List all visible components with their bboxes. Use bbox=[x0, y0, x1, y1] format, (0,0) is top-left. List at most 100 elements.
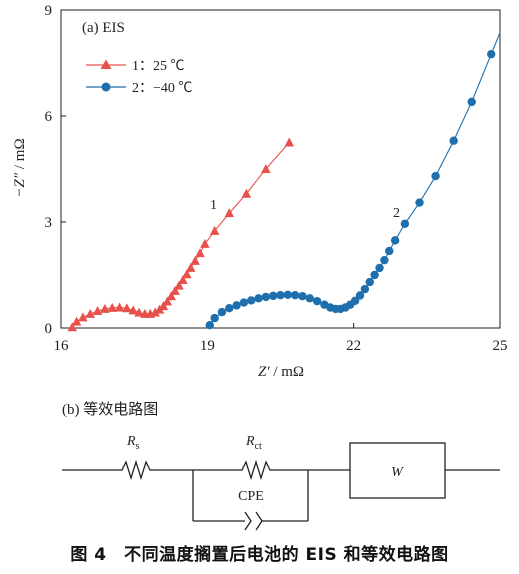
data-point-series-1 bbox=[128, 305, 138, 315]
data-point-series-2 bbox=[239, 298, 249, 307]
y-tick-label: 0 bbox=[45, 321, 53, 337]
data-point-series-2 bbox=[365, 277, 374, 287]
y-tick-label: 6 bbox=[45, 109, 53, 125]
x-axis-unit: / mΩ bbox=[270, 364, 304, 380]
data-point-series-1 bbox=[185, 262, 196, 272]
rs-label-main: R bbox=[126, 434, 136, 449]
data-point-series-2 bbox=[385, 246, 394, 256]
data-point-series-1 bbox=[170, 285, 180, 295]
rs-label-sub: s bbox=[136, 441, 140, 452]
data-point-series-1 bbox=[85, 308, 96, 318]
rs-label: Rs bbox=[126, 434, 140, 452]
data-point-series-2 bbox=[247, 296, 256, 305]
legend-label-2: 2：−40 ℃ bbox=[132, 81, 192, 96]
data-point-series-2 bbox=[467, 97, 476, 107]
y-axis-title: −Z″ / mΩ bbox=[12, 138, 28, 197]
data-point-series-1 bbox=[166, 291, 176, 301]
data-point-series-2 bbox=[298, 292, 307, 301]
rct-label-main: R bbox=[245, 434, 255, 449]
data-point-series-1 bbox=[178, 274, 188, 284]
x-tick-label: 25 bbox=[493, 338, 508, 354]
data-point-series-1 bbox=[71, 316, 82, 326]
data-point-series-2 bbox=[276, 290, 285, 300]
data-point-series-2 bbox=[210, 313, 219, 323]
x-tick-label: 22 bbox=[346, 338, 361, 354]
data-point-series-1 bbox=[78, 312, 88, 322]
legend-label-1: 1：25 ℃ bbox=[132, 59, 185, 74]
data-point-series-1 bbox=[158, 301, 169, 311]
data-point-series-2 bbox=[217, 307, 227, 317]
data-point-series-1 bbox=[241, 188, 252, 198]
data-point-series-2 bbox=[254, 294, 263, 303]
data-point-series-2 bbox=[390, 236, 400, 245]
data-point-series-2 bbox=[360, 284, 370, 294]
data-point-series-1 bbox=[114, 302, 125, 312]
data-point-series-1 bbox=[122, 303, 132, 313]
data-point-series-2 bbox=[225, 304, 234, 313]
data-point-series-1 bbox=[162, 296, 173, 306]
panel-label: (a) EIS bbox=[82, 20, 125, 36]
x-tick-label: 19 bbox=[200, 338, 215, 354]
data-point-series-2 bbox=[375, 263, 384, 273]
data-point-series-2 bbox=[400, 219, 410, 228]
data-point-series-1 bbox=[67, 322, 77, 332]
legend-marker-2 bbox=[101, 82, 111, 92]
data-point-series-1 bbox=[134, 307, 144, 317]
circuit-label: (b) 等效电路图 bbox=[62, 400, 158, 418]
axis-ticks: 16 19 22 25 0 3 6 9 bbox=[45, 3, 508, 354]
y-tick-label: 3 bbox=[45, 215, 53, 231]
data-point-series-2 bbox=[380, 255, 389, 265]
rct-label: Rct bbox=[245, 434, 262, 452]
data-point-series-2 bbox=[355, 291, 365, 300]
data-point-series-2 bbox=[312, 296, 322, 306]
data-point-series-2 bbox=[350, 296, 360, 305]
curve-annotation-1: 1 bbox=[210, 198, 217, 213]
series-layer bbox=[67, 32, 501, 332]
series-line-2-tail bbox=[490, 32, 501, 55]
cpe-element bbox=[244, 511, 263, 531]
data-point-series-2 bbox=[415, 198, 424, 207]
x-tick-label: 16 bbox=[54, 338, 70, 354]
data-point-series-2 bbox=[283, 290, 293, 299]
legend-marker-1 bbox=[100, 59, 112, 69]
data-point-series-1 bbox=[92, 306, 103, 316]
data-point-series-2 bbox=[487, 49, 496, 59]
rct-resistor bbox=[193, 459, 308, 481]
data-point-series-1 bbox=[209, 225, 220, 235]
cpe-label: CPE bbox=[238, 489, 264, 504]
data-point-series-2 bbox=[268, 291, 278, 301]
rs-resistor bbox=[62, 459, 193, 481]
data-point-series-1 bbox=[182, 269, 192, 279]
data-point-series-1 bbox=[200, 238, 210, 248]
data-point-series-1 bbox=[190, 255, 200, 265]
curve-annotation-2: 2 bbox=[393, 206, 400, 221]
data-point-series-2 bbox=[370, 270, 379, 280]
data-point-series-2 bbox=[305, 294, 314, 303]
equivalent-circuit: (b) 等效电路图 Rs Rct CPE W bbox=[62, 400, 500, 531]
data-point-series-2 bbox=[232, 301, 241, 310]
figure-caption: 图 4 不同温度搁置后电池的 EIS 和等效电路图 bbox=[70, 545, 449, 565]
data-point-series-2 bbox=[449, 136, 458, 145]
series-line-2 bbox=[209, 53, 492, 326]
data-point-series-2 bbox=[261, 292, 271, 302]
data-point-series-2 bbox=[290, 290, 300, 300]
data-point-series-2 bbox=[431, 171, 440, 181]
data-point-series-1 bbox=[150, 307, 160, 317]
data-point-series-2 bbox=[205, 320, 214, 330]
x-axis-title: Z′ / mΩ bbox=[258, 364, 304, 380]
data-point-series-1 bbox=[100, 303, 110, 313]
data-point-series-1 bbox=[261, 164, 271, 173]
data-point-series-1 bbox=[224, 208, 235, 218]
y-axis-unit: / mΩ bbox=[12, 138, 28, 172]
data-point-series-1 bbox=[195, 248, 205, 258]
y-axis-var: −Z″ bbox=[12, 172, 28, 197]
x-axis-var: Z′ bbox=[258, 364, 270, 380]
y-tick-label: 9 bbox=[45, 3, 53, 19]
legend: 1：25 ℃ 2：−40 ℃ bbox=[86, 59, 192, 96]
data-point-series-1 bbox=[284, 137, 295, 147]
data-point-series-1 bbox=[107, 302, 117, 312]
data-point-series-1 bbox=[174, 280, 184, 290]
warburg-label: W bbox=[391, 465, 404, 480]
rct-label-sub: ct bbox=[255, 441, 262, 452]
